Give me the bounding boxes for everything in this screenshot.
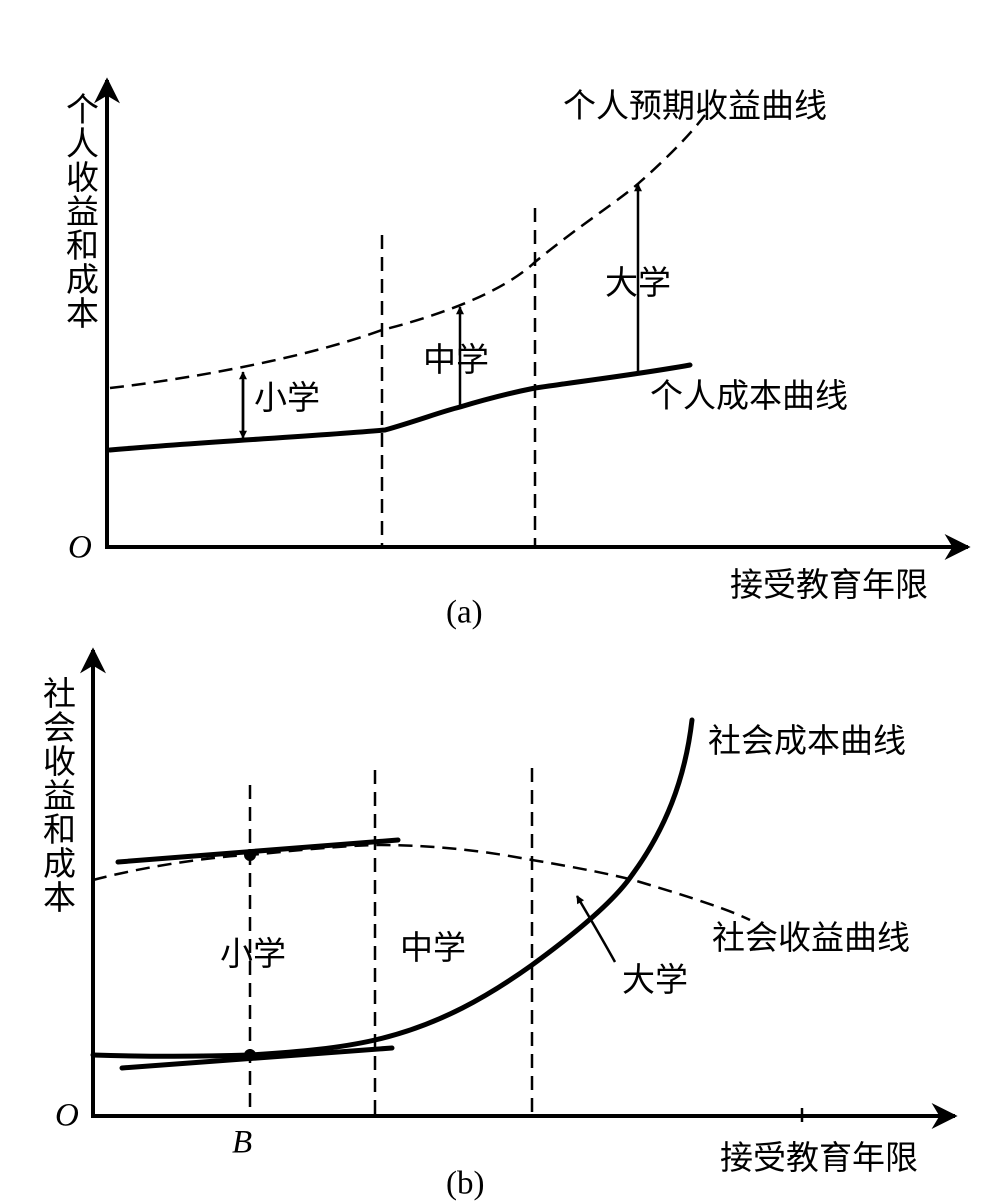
stage-label: 小学 — [220, 934, 286, 973]
curve-label: 个人成本曲线 — [650, 376, 848, 415]
cost-curve — [107, 362, 693, 453]
point-label: B — [232, 1125, 252, 1161]
y-axis-label: 个人收益和成本 — [61, 92, 100, 330]
point — [244, 1049, 256, 1061]
pointer-arrow — [575, 895, 617, 963]
point — [244, 849, 256, 861]
curve-label: 社会成本曲线 — [708, 721, 906, 760]
origin-label: O — [55, 1098, 79, 1134]
segment — [115, 837, 401, 865]
origin-label: O — [68, 530, 92, 566]
social-benefit-curve — [92, 843, 751, 922]
social-cost-curve — [90, 717, 695, 1059]
panel-b: 社会收益和成本 O B 接受教育年限 (b) 社会成本曲线 社会收益曲线 小学 … — [38, 647, 958, 1202]
y-axis-label: 社会收益和成本 — [38, 676, 77, 914]
x-axis-label: 接受教育年限 — [730, 565, 928, 604]
x-axis-label: 接受教育年限 — [720, 1138, 918, 1177]
curve-label: 社会收益曲线 — [712, 918, 910, 957]
caption: (a) — [446, 595, 483, 631]
segment — [119, 1045, 395, 1071]
stage-label: 大学 — [605, 263, 671, 302]
panel-a: 个人收益和成本 O 接受教育年限 (a) 个人预期收益曲线 个人成本曲线 小学 … — [61, 77, 971, 631]
stage-label: 大学 — [622, 960, 688, 999]
stage-label: 中学 — [423, 340, 489, 379]
caption: (b) — [446, 1166, 484, 1202]
curve-label: 个人预期收益曲线 — [563, 86, 827, 125]
stage-label: 小学 — [254, 378, 320, 417]
stage-label: 中学 — [400, 928, 466, 967]
expected-earnings-curve — [109, 114, 706, 390]
